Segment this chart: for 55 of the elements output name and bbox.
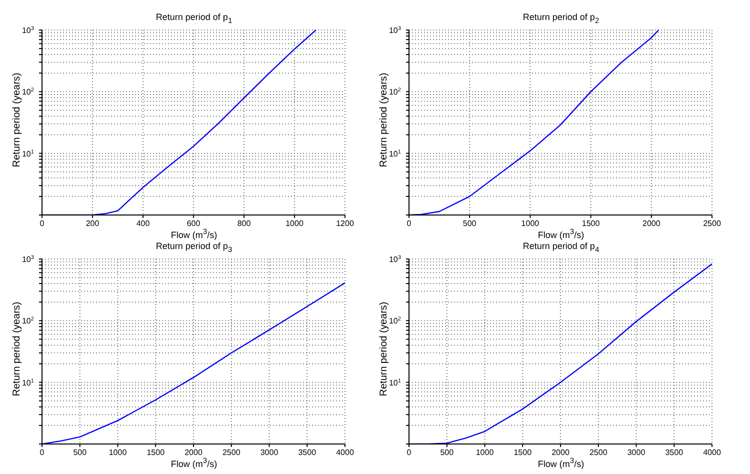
x-tick-label: 3000 [260, 448, 279, 457]
y-tick-label: 10$^{2}$ [388, 88, 401, 97]
y-tick-label: 10$^{2}$ [22, 316, 34, 326]
x-axis-title: Flow (m$^{3}$/s) [536, 227, 586, 240]
x-tick-label: 2500 [703, 219, 722, 228]
x-tick-label: 3000 [627, 448, 646, 457]
x-tick-label: 2500 [222, 448, 241, 457]
x-tick-label: 500 [73, 448, 88, 457]
y-axis-title: Return period (years) [378, 302, 390, 396]
x-tick-label: 0 [40, 219, 45, 228]
chart-title: Return period of p$_{2}$ [522, 12, 600, 25]
y-axis-title: Return period (years) [12, 72, 22, 168]
x-tick-label: 600 [186, 219, 201, 228]
y-axis-title: Return period (years) [378, 72, 390, 168]
y-tick-label: 10$^{3}$ [22, 255, 34, 264]
x-tick-label: 1500 [582, 219, 600, 228]
x-tick-label: 200 [86, 219, 100, 228]
y-tick-label: 10$^{1}$ [388, 149, 401, 158]
x-tick-label: 800 [237, 219, 252, 228]
x-tick-label: 0 [40, 448, 45, 457]
x-tick-label: 4000 [703, 448, 722, 457]
x-tick-label: 500 [462, 219, 477, 228]
x-tick-label: 500 [440, 448, 454, 457]
y-tick-label: 10$^{3}$ [22, 26, 34, 35]
x-tick-label: 2000 [642, 219, 661, 228]
y-tick-label: 10$^{1}$ [22, 378, 34, 388]
x-tick-label: 4000 [336, 448, 354, 457]
x-tick-label: 3500 [665, 448, 684, 457]
x-tick-label: 1000 [521, 219, 540, 228]
x-tick-label: 2000 [552, 448, 570, 457]
x-tick-label: 1000 [286, 219, 304, 228]
x-axis-title: Flow (m$^{3}$/s) [170, 456, 218, 469]
chart-title: Return period of p$_{3}$ [154, 241, 234, 254]
y-tick-label: 10$^{2}$ [22, 88, 34, 97]
x-axis-title: Flow (m$^{3}$/s) [170, 227, 218, 240]
x-tick-label: 1000 [108, 448, 128, 457]
x-tick-label: 1500 [514, 448, 532, 457]
x-tick-label: 2000 [184, 448, 203, 457]
x-tick-label: 3500 [298, 448, 317, 457]
x-axis-title: Flow (m$^{3}$/s) [536, 456, 586, 469]
chart-title: Return period of p$_{4}$ [522, 241, 600, 254]
x-tick-label: 1000 [476, 448, 494, 457]
y-axis-title: Return period (years) [12, 302, 22, 396]
x-tick-label: 400 [136, 219, 150, 228]
x-tick-label: 0 [406, 448, 412, 457]
y-tick-label: 10$^{2}$ [388, 316, 401, 326]
y-tick-label: 10$^{1}$ [388, 378, 401, 388]
x-tick-label: 1500 [146, 448, 166, 457]
chart-title: Return period of p$_{1}$ [154, 12, 234, 25]
y-tick-label: 10$^{3}$ [388, 255, 401, 264]
x-tick-label: 2500 [589, 448, 608, 457]
y-tick-label: 10$^{3}$ [388, 26, 401, 35]
x-tick-label: 0 [406, 219, 412, 228]
y-tick-label: 10$^{1}$ [22, 149, 34, 158]
x-tick-label: 1200 [336, 219, 354, 228]
